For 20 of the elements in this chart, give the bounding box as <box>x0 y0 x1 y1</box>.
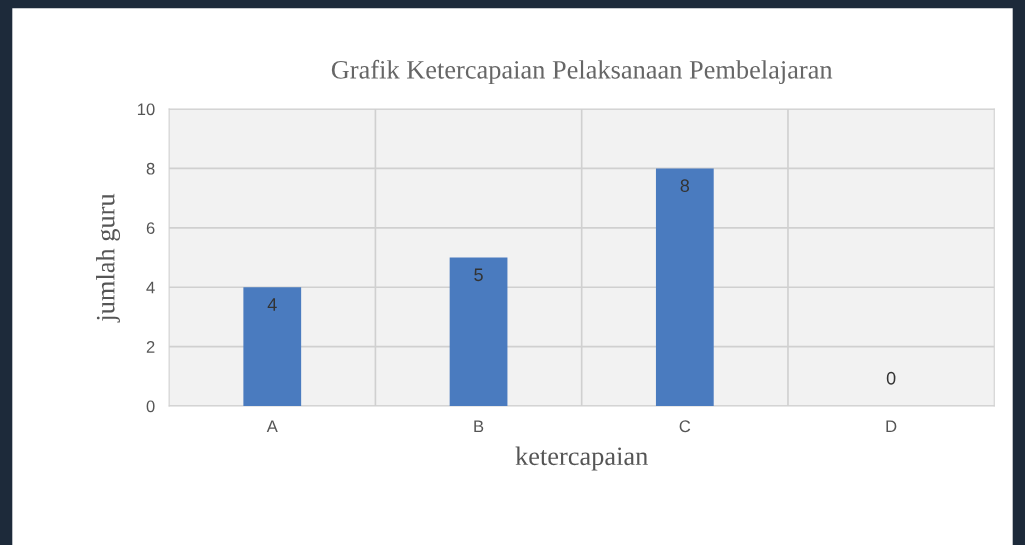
y-tick-label: 4 <box>146 281 155 294</box>
y-axis-title: jumlah guru <box>96 193 121 323</box>
x-axis-title: ketercapaian <box>515 446 648 471</box>
x-tick-label: A <box>266 420 278 432</box>
chart-title: Grafik Ketercapaian Pelaksanaan Pembelajaran <box>331 59 833 85</box>
y-tick-label: 8 <box>146 162 155 175</box>
y-tick-label: 0 <box>146 400 155 413</box>
data-label: 5 <box>474 268 483 282</box>
data-label: 4 <box>267 298 277 311</box>
x-tick-label: B <box>474 420 484 432</box>
x-tick-label: D <box>886 420 897 432</box>
bar <box>243 287 302 407</box>
y-tick-label: 10 <box>137 103 155 116</box>
y-tick-label: 6 <box>146 222 155 235</box>
bar <box>655 168 714 407</box>
data-label: 0 <box>886 371 896 385</box>
bar <box>449 257 508 407</box>
x-tick-label: C <box>679 420 691 433</box>
data-label: 8 <box>680 179 690 193</box>
y-tick-label: 2 <box>146 341 155 353</box>
